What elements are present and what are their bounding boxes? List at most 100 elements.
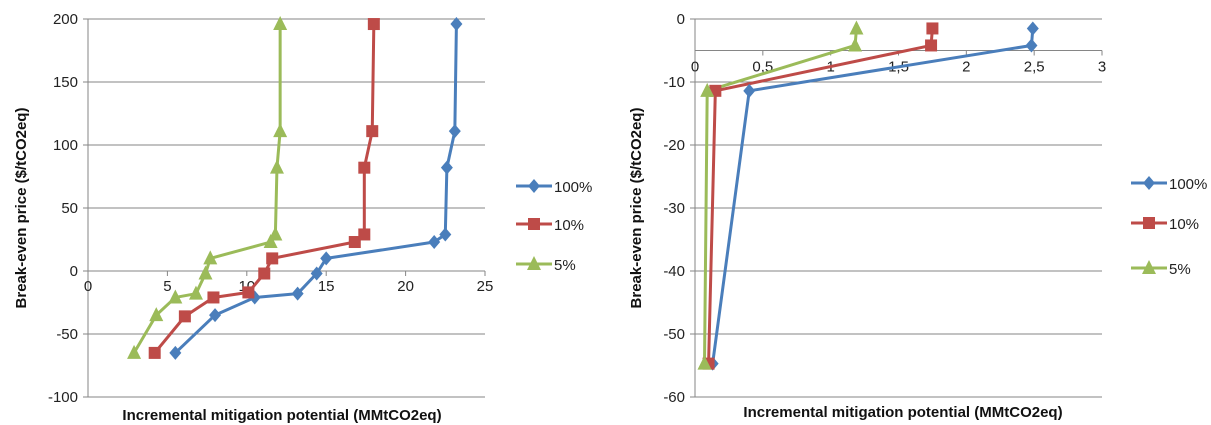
data-point [273, 16, 288, 31]
series-line-0 [711, 28, 1035, 364]
data-point [1026, 21, 1039, 36]
series-markers-0 [169, 17, 463, 360]
series-line-1 [153, 24, 376, 354]
legend-marker [528, 218, 540, 230]
data-point [149, 307, 164, 322]
series-markers-1 [148, 18, 380, 359]
data-point [358, 228, 371, 241]
x-tick-label: 2 [962, 59, 970, 76]
series-line-2 [702, 28, 858, 364]
x-tick-label: 25 [477, 278, 494, 295]
data-point [209, 308, 222, 323]
data-point [169, 345, 182, 360]
legend-entry: 10% [1131, 216, 1199, 233]
x-tick-label: 0 [691, 59, 699, 76]
legend-entry: 5% [516, 256, 576, 274]
data-point [263, 234, 278, 249]
y-tick-label: 50 [61, 200, 78, 217]
data-point [366, 125, 379, 138]
data-point [926, 22, 939, 35]
data-point [269, 159, 284, 174]
x-tick-label: 0 [84, 278, 92, 295]
x-axis-title: Incremental mitigation potential (MMtCO2… [743, 404, 1062, 421]
data-point [697, 355, 712, 370]
data-point [266, 252, 279, 265]
x-tick-label: 2,5 [1024, 59, 1045, 76]
x-tick-label: 15 [318, 278, 335, 295]
series-markers-2 [127, 16, 288, 359]
data-point [428, 235, 441, 250]
y-tick-label: 0 [70, 263, 78, 280]
data-point [242, 286, 255, 299]
data-point [439, 227, 452, 242]
y-tick-label: -50 [56, 326, 78, 343]
data-point [743, 83, 756, 98]
data-point [258, 267, 271, 280]
legend-label: 100% [554, 179, 592, 196]
legend-marker [528, 179, 540, 193]
data-point [450, 17, 463, 32]
x-axis-title: Incremental mitigation potential (MMtCO2… [122, 407, 441, 424]
x-tick-label: 5 [163, 278, 171, 295]
chart-left: -100-500501001502000510152025Incremental… [13, 11, 592, 424]
series-line-2 [132, 24, 282, 354]
data-point [207, 291, 220, 304]
data-point [291, 286, 304, 301]
series-line-0 [174, 24, 458, 354]
x-tick-label: 3 [1098, 59, 1106, 76]
legend-entry: 5% [1131, 260, 1191, 278]
y-axis-title: Break-even price ($/tCO2eq) [13, 108, 30, 309]
legend-entry: 100% [1131, 176, 1207, 193]
data-point [168, 289, 183, 304]
legend-marker [1143, 217, 1155, 229]
data-point [849, 20, 864, 35]
series-markers-2 [697, 20, 864, 370]
legend-label: 5% [1169, 261, 1191, 278]
y-tick-label: 100 [53, 137, 78, 154]
y-tick-label: -30 [663, 200, 685, 217]
data-point [188, 285, 203, 300]
data-point [127, 344, 142, 359]
legend-label: 100% [1169, 176, 1207, 193]
y-tick-label: 200 [53, 11, 78, 28]
data-point [1025, 38, 1038, 53]
data-point [320, 251, 333, 266]
y-tick-label: -50 [663, 326, 685, 343]
legend-label: 10% [554, 217, 584, 234]
data-point [178, 310, 191, 323]
data-point [925, 39, 938, 52]
data-point [367, 18, 380, 31]
data-point [203, 250, 218, 265]
y-tick-label: -40 [663, 263, 685, 280]
data-point [700, 82, 715, 97]
legend-marker [1142, 260, 1156, 274]
legend-label: 10% [1169, 216, 1199, 233]
data-point [148, 346, 161, 359]
data-point [358, 161, 371, 174]
y-tick-label: 150 [53, 74, 78, 91]
data-point [448, 124, 461, 139]
y-tick-label: -10 [663, 74, 685, 91]
legend-entry: 10% [516, 217, 584, 234]
y-tick-label: 0 [677, 11, 685, 28]
y-tick-label: -100 [48, 389, 78, 406]
chart-right-panel: -60 -50 -40 -30 -20 -10 0 0 0,5 1 1,5 2 2,5 3 Incremen… [605, 0, 1211, 425]
data-point [440, 160, 453, 175]
chart-left-panel: -100-500501001502000510152025Incremental… [0, 0, 600, 425]
legend-label: 5% [554, 257, 576, 274]
data-point [273, 123, 288, 138]
data-point [848, 37, 863, 52]
y-tick-label: -60 [663, 389, 685, 406]
data-point [198, 265, 213, 280]
data-point [310, 266, 323, 281]
data-point [348, 236, 361, 249]
data-point [268, 226, 283, 241]
y-axis-title: Break-even price ($/tCO2eq) [628, 108, 645, 309]
legend-entry: 100% [516, 179, 592, 196]
legend-marker [1143, 176, 1155, 190]
y-tick-label: -20 [663, 137, 685, 154]
series-line-1 [707, 28, 934, 364]
legend-marker [527, 256, 541, 270]
x-tick-label: 20 [397, 278, 414, 295]
